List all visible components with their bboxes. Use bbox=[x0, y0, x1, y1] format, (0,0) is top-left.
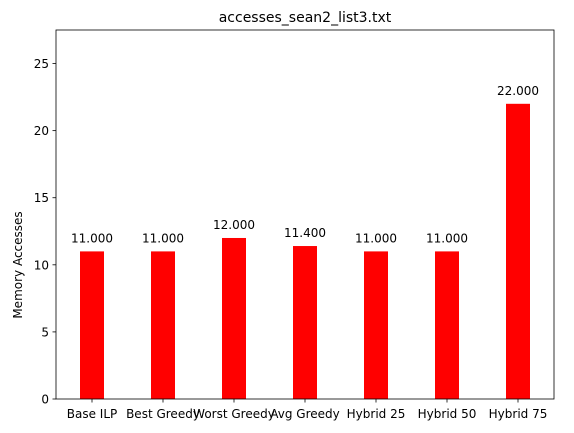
bar bbox=[293, 246, 317, 399]
y-axis-label: Memory Accesses bbox=[11, 211, 25, 318]
y-tick-label: 10 bbox=[34, 258, 49, 272]
y-axis: 0 5 10 15 20 25 bbox=[34, 57, 56, 407]
y-tick-label: 15 bbox=[34, 191, 49, 205]
bar bbox=[506, 103, 530, 400]
x-tick-label: Hybrid 50 bbox=[418, 407, 477, 421]
data-label: 11.000 bbox=[71, 231, 113, 245]
bar bbox=[222, 237, 246, 399]
x-tick-label: Avg Greedy bbox=[270, 407, 340, 421]
data-label: 11.000 bbox=[426, 231, 468, 245]
data-label: 22.000 bbox=[497, 84, 539, 98]
bar bbox=[435, 251, 459, 399]
y-tick-label: 0 bbox=[41, 393, 49, 407]
x-tick-label: Worst Greedy bbox=[193, 407, 275, 421]
bar bbox=[364, 251, 388, 399]
y-tick-label: 25 bbox=[34, 57, 49, 71]
x-tick-label: Best Greedy bbox=[126, 407, 200, 421]
x-tick-label: Hybrid 75 bbox=[489, 407, 548, 421]
bars-group bbox=[80, 103, 530, 400]
x-tick-label: Base ILP bbox=[67, 407, 118, 421]
chart-title: accesses_sean2_list3.txt bbox=[219, 10, 392, 26]
x-tick-label: Hybrid 25 bbox=[347, 407, 406, 421]
data-label: 11.400 bbox=[284, 226, 326, 240]
data-label: 11.000 bbox=[355, 231, 397, 245]
bar bbox=[80, 251, 104, 399]
bar bbox=[151, 251, 175, 399]
y-tick-label: 20 bbox=[34, 124, 49, 138]
data-labels-group: 11.000 11.000 12.000 11.400 11.000 11.000 22.0… bbox=[71, 84, 539, 246]
y-tick-label: 5 bbox=[41, 325, 49, 339]
plot-frame bbox=[55, 29, 555, 400]
data-label: 11.000 bbox=[142, 231, 184, 245]
data-label: 12.000 bbox=[213, 218, 255, 232]
